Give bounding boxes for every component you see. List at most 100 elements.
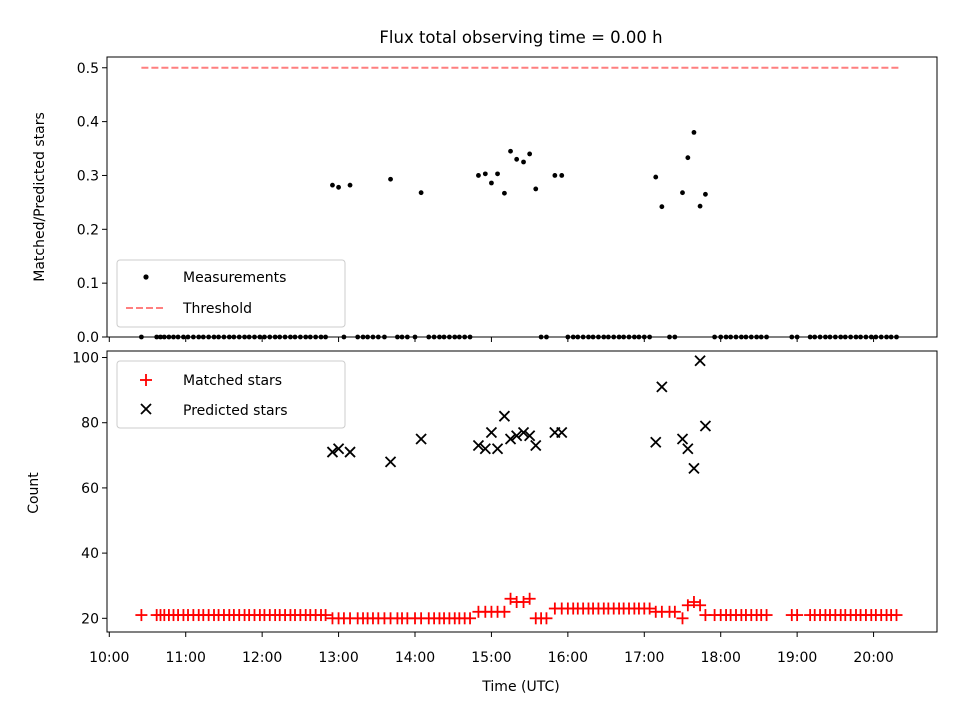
measurement-point [559, 173, 565, 178]
predicted-stars-point [332, 443, 345, 455]
measurement-point [495, 171, 500, 177]
measurement-point [552, 173, 558, 178]
matched-stars-point [890, 609, 903, 622]
predicted-stars-point [415, 433, 427, 445]
count-y-tick-label: 60 [81, 481, 99, 497]
predicted-stars-point [511, 430, 523, 442]
measurement-point [659, 204, 665, 210]
x-tick-label: 14:00 [395, 650, 435, 666]
predicted-stars-point [682, 443, 694, 455]
x-tick-label: 12:00 [242, 650, 282, 666]
matched-stars-point [681, 599, 694, 612]
predicted-stars-point [479, 443, 491, 455]
predicted-stars-point [498, 410, 511, 422]
ratio-y-tick-label: 0.1 [77, 276, 99, 292]
legend-dot-icon [143, 274, 149, 280]
predicted-stars-point [326, 446, 339, 458]
ratio-legend: Measurements Threshold [116, 259, 346, 328]
predicted-stars-point [556, 426, 568, 439]
count-y-axis-label: Count [26, 472, 42, 514]
x-tick-label: 13:00 [318, 650, 358, 666]
measurement-point [502, 190, 507, 196]
chart-title: Flux total observing time = 0.00 h [379, 28, 662, 47]
measurement-point [336, 184, 341, 190]
x-tick-label: 20:00 [853, 650, 893, 666]
count-y-tick-label: 100 [72, 351, 99, 367]
matched-stars-point [760, 609, 773, 622]
predicted-stars-point [524, 430, 536, 442]
measurement-point [703, 191, 708, 197]
matched-stars-point [791, 609, 804, 622]
matched-stars-point [643, 602, 656, 615]
measurement-point [388, 176, 393, 182]
count-y-tick-label: 20 [81, 611, 99, 627]
legend-matched-label: Matched stars [183, 373, 282, 389]
predicted-stars-point [472, 439, 485, 452]
measurement-point [476, 173, 481, 178]
measurement-point [697, 203, 703, 209]
ratio-y-tick-label: 0.0 [77, 330, 99, 346]
matched-stars-point [464, 612, 477, 625]
x-tick-label: 15:00 [471, 650, 511, 666]
predicted-stars-point [491, 443, 504, 455]
measurement-point [347, 182, 353, 188]
ratio-y-tick-label: 0.4 [77, 115, 99, 131]
count-panel: 20 40 60 80 100 10:00 11:00 12:00 13:00 14:00 15:0… [26, 350, 938, 695]
predicted-stars-point [699, 420, 712, 432]
measurement-point [508, 148, 513, 154]
x-tick-label: 16:00 [548, 650, 588, 666]
matched-stars-point [319, 609, 332, 622]
measurement-point [653, 174, 659, 180]
predicted-stars-point [504, 433, 517, 445]
measurement-point [685, 155, 691, 161]
matched-stars-point [504, 592, 517, 605]
matched-stars-point [694, 599, 707, 612]
measurement-point [330, 182, 335, 188]
measurement-point [514, 156, 520, 162]
x-tick-label: 19:00 [777, 650, 817, 666]
matched-stars-point [498, 605, 511, 618]
predicted-stars-point [530, 439, 542, 452]
measurement-point [533, 186, 539, 192]
predicted-stars-point [344, 446, 356, 458]
predicted-stars-point [676, 433, 689, 445]
ratio-panel: 0.0 0.1 0.2 0.3 0.4 0.5 Matched/Predicted sta… [32, 56, 938, 346]
count-axes-frame [106, 350, 938, 633]
predicted-stars-point [650, 436, 662, 448]
count-marks [135, 355, 903, 625]
x-tick-label: 18:00 [701, 650, 741, 666]
matched-stars-point [517, 596, 530, 609]
ratio-y-axis-label: Matched/Predicted stars [32, 112, 48, 282]
x-tick-label: 11:00 [166, 650, 206, 666]
matched-stars-point [676, 612, 689, 625]
matched-stars-point [687, 596, 700, 609]
measurement-point [418, 190, 424, 196]
ratio-y-tick-label: 0.5 [77, 61, 99, 77]
count-y-tick-label: 80 [81, 416, 99, 432]
predicted-stars-point [688, 462, 700, 474]
ratio-axes-frame [106, 56, 938, 338]
count-legend: Matched stars Predicted stars [116, 360, 346, 429]
matched-stars-point [135, 609, 148, 622]
count-y-tick-label: 40 [81, 546, 99, 562]
legend-measurements-label: Measurements [183, 270, 286, 286]
ratio-y-tick-label: 0.3 [77, 168, 99, 184]
measurement-point [691, 129, 697, 135]
measurement-point [489, 180, 494, 186]
legend-predicted-label: Predicted stars [183, 403, 288, 419]
measurement-point [680, 190, 685, 196]
matched-stars-point [523, 592, 536, 605]
predicted-stars-point [485, 426, 498, 439]
matched-stars-point [668, 605, 681, 618]
predicted-stars-point [694, 355, 706, 367]
x-tick-label: 10:00 [89, 650, 129, 666]
measurement-point [521, 159, 526, 165]
legend-x-icon [140, 403, 152, 415]
predicted-stars-point [384, 456, 397, 468]
predicted-stars-point [656, 381, 668, 393]
measurement-point [482, 171, 488, 177]
legend-threshold-label: Threshold [182, 301, 252, 317]
matched-stars-point [540, 612, 553, 625]
legend-plus-icon [140, 374, 152, 386]
